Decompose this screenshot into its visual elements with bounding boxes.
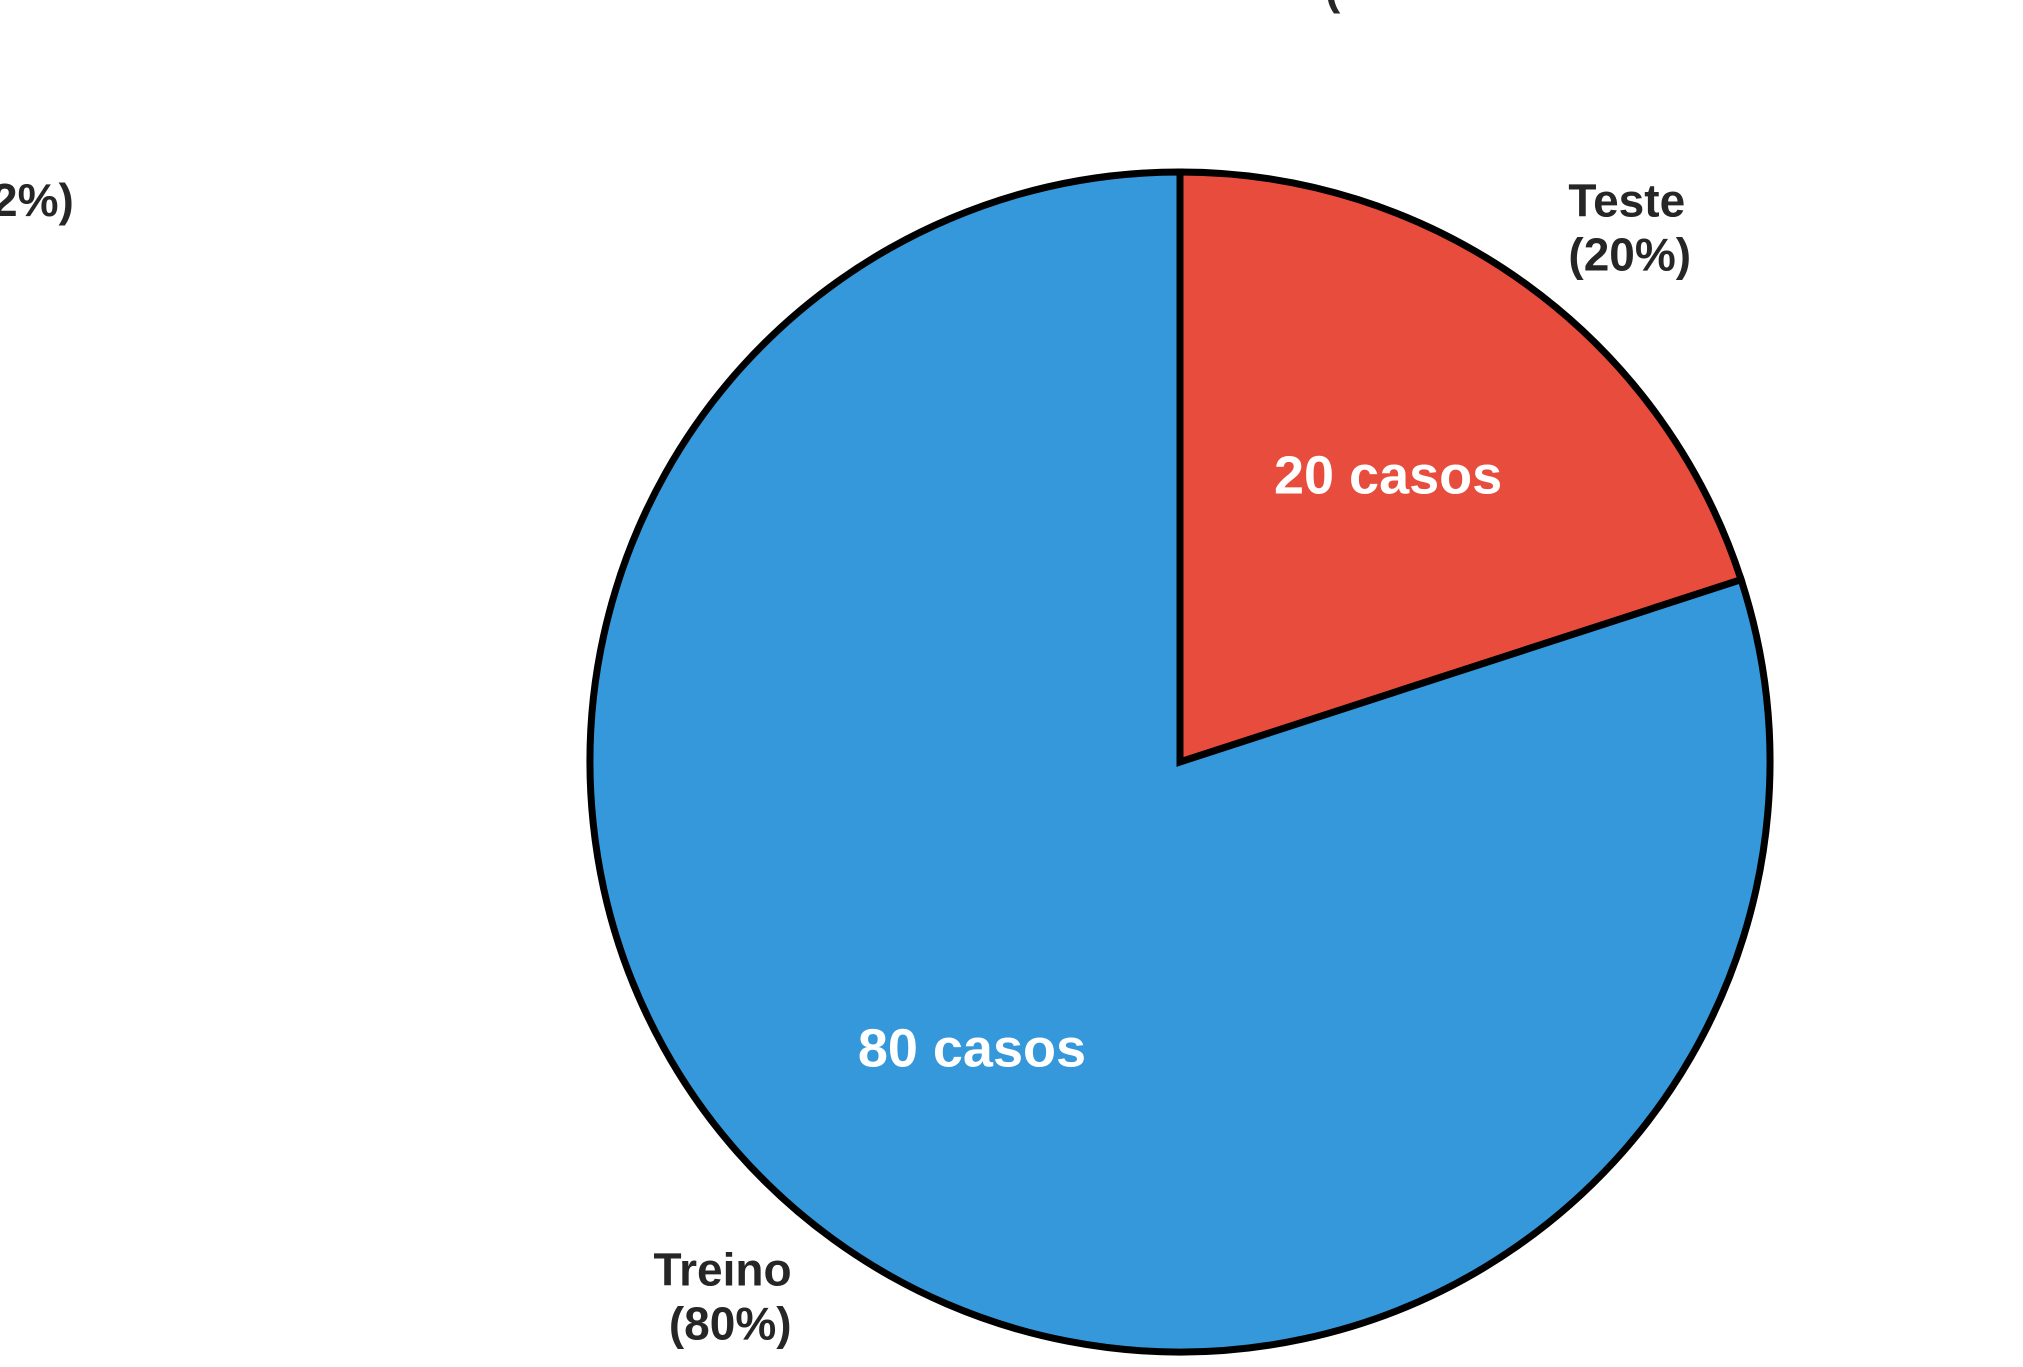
slice-percent: (80%)	[669, 1298, 792, 1350]
slice-name: Teste	[1568, 174, 1685, 226]
pie-slice-teste	[1176, 168, 1746, 767]
partial-title-fragment: (	[1325, 0, 1341, 14]
slice-category-label-teste: Teste (20%)	[1568, 174, 1691, 280]
partial-left-label: 2%)	[0, 174, 74, 226]
slice-count-label-treino: 80 casos	[858, 1018, 1086, 1078]
slice-category-label-treino: Treino (80%)	[654, 1244, 792, 1350]
slice-percent: (20%)	[1568, 228, 1691, 280]
pie-labels: 20 casos Teste (20%) 80 casos Treino (80%)	[654, 174, 1692, 1349]
slice-name: Treino	[654, 1244, 792, 1296]
pie-slices	[586, 168, 1774, 1356]
pie-slice-treino	[586, 168, 1774, 1356]
slice-count-label-teste: 20 casos	[1274, 446, 1502, 506]
